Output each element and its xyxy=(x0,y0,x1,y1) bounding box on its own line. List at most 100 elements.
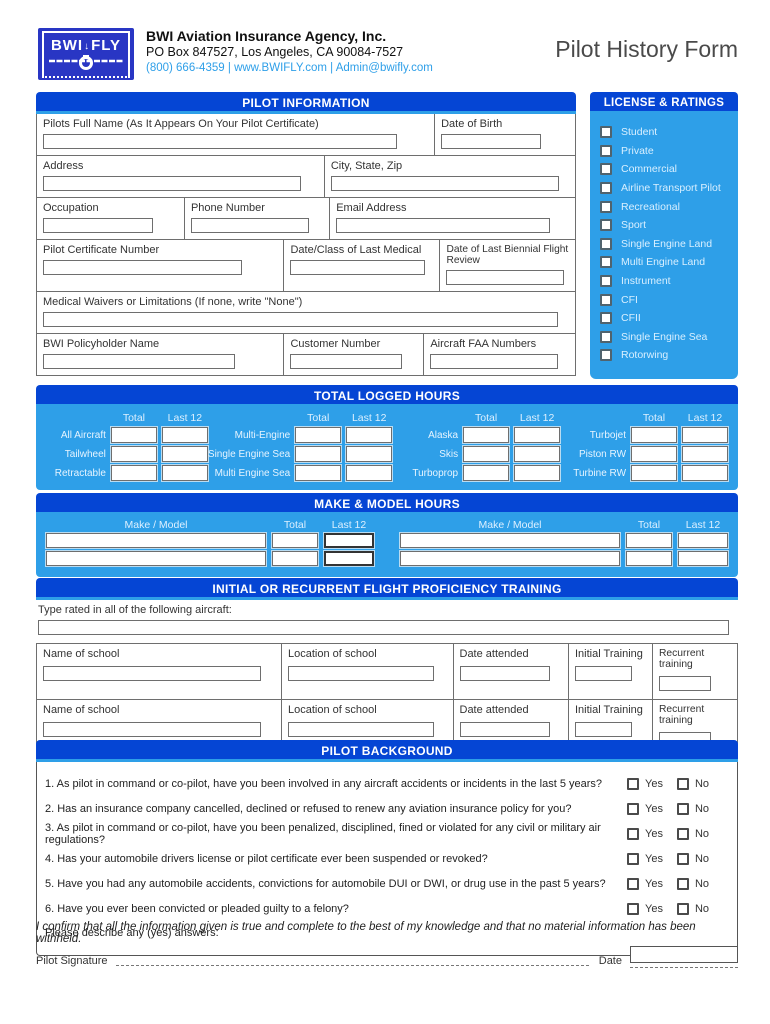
make-model-input[interactable] xyxy=(400,533,620,548)
q2-no-checkbox[interactable] xyxy=(676,802,689,815)
cfii-checkbox[interactable] xyxy=(600,312,612,325)
question-text: 5. Have you had any automobile accidents… xyxy=(45,877,606,890)
make-model-total-input[interactable] xyxy=(626,551,672,566)
q1-yes-checkbox[interactable] xyxy=(627,777,639,790)
rotorwing-checkbox[interactable] xyxy=(600,349,612,362)
website-link[interactable]: www.BWIFLY.com xyxy=(234,62,327,74)
single-engine-sea-last12-input[interactable] xyxy=(346,446,393,462)
q4-no-checkbox[interactable] xyxy=(676,852,689,865)
turboprop-total-input[interactable] xyxy=(463,465,510,481)
alaska-last12-input[interactable] xyxy=(514,427,561,443)
q5-yes-checkbox[interactable] xyxy=(627,877,639,890)
commercial-checkbox[interactable] xyxy=(600,163,612,176)
school-name-input[interactable] xyxy=(43,666,262,681)
school-name-input[interactable] xyxy=(43,722,262,737)
make-model-total-input[interactable] xyxy=(272,551,318,566)
turboprop-last12-input[interactable] xyxy=(514,465,561,481)
recurrent-training-label: Recurrent training xyxy=(659,704,705,726)
all-aircraft-total-input[interactable] xyxy=(110,427,157,443)
cfi-checkbox[interactable] xyxy=(600,293,612,306)
biennial-input[interactable] xyxy=(446,270,565,285)
occupation-input[interactable] xyxy=(43,218,153,233)
medical-input[interactable] xyxy=(290,260,425,275)
make-model-total-input[interactable] xyxy=(626,533,672,548)
turbojet-last12-input[interactable] xyxy=(682,427,729,443)
email-link[interactable]: Admin@bwifly.com xyxy=(335,62,433,74)
waivers-input[interactable] xyxy=(43,312,559,327)
multi-engine-sea-total-input[interactable] xyxy=(295,465,342,481)
initial-training-input[interactable] xyxy=(575,722,632,737)
policyholder-input[interactable] xyxy=(43,354,236,369)
school-location-input[interactable] xyxy=(288,722,434,737)
initial-training-input[interactable] xyxy=(575,666,632,681)
private-checkbox[interactable] xyxy=(600,144,612,157)
field-dob: Date of Birth xyxy=(435,114,575,155)
turbojet-total-input[interactable] xyxy=(631,427,678,443)
multi-engine-total-input[interactable] xyxy=(295,427,342,443)
occupation-label: Occupation xyxy=(43,202,99,214)
phone-input[interactable] xyxy=(190,218,309,233)
piston-rw-total-input[interactable] xyxy=(631,446,678,462)
full-name-input[interactable] xyxy=(43,134,398,149)
date-attended-input[interactable] xyxy=(459,722,550,737)
pilot-signature-line[interactable] xyxy=(115,952,589,966)
dob-input[interactable] xyxy=(441,134,542,149)
single-engine-sea-total-input[interactable] xyxy=(295,446,342,462)
email-input[interactable] xyxy=(336,218,551,233)
type-rated-input[interactable] xyxy=(38,620,730,635)
address-input[interactable] xyxy=(43,176,302,191)
tailwheel-total-input[interactable] xyxy=(110,446,157,462)
turbine-rw-total-input[interactable] xyxy=(631,465,678,481)
q2-yes-checkbox[interactable] xyxy=(627,802,639,815)
alaska-total-input[interactable] xyxy=(463,427,510,443)
type-rated-field: Type rated in all of the following aircr… xyxy=(36,600,738,643)
city-input[interactable] xyxy=(330,176,560,191)
make-model-input[interactable] xyxy=(46,533,266,548)
make-model-last12-input[interactable] xyxy=(678,533,728,548)
multi-engine-sea-last12-input[interactable] xyxy=(346,465,393,481)
training-header: INITIAL OR RECURRENT FLIGHT PROFICIENCY … xyxy=(36,578,738,600)
make-model-input[interactable] xyxy=(46,551,266,566)
skis-last12-input[interactable] xyxy=(514,446,561,462)
certificate-input[interactable] xyxy=(43,260,243,275)
school-location-input[interactable] xyxy=(288,666,434,681)
q6-yes-checkbox[interactable] xyxy=(627,902,639,915)
tailwheel-last12-input[interactable] xyxy=(161,446,208,462)
piston-rw-last12-input[interactable] xyxy=(682,446,729,462)
q3-yes-checkbox[interactable] xyxy=(627,827,639,840)
instrument-checkbox[interactable] xyxy=(600,275,612,288)
student-checkbox[interactable] xyxy=(600,126,612,139)
make-model-total-input[interactable] xyxy=(272,533,318,548)
retractable-last12-input[interactable] xyxy=(161,465,208,481)
atp-checkbox[interactable] xyxy=(600,182,612,195)
skis-total-input[interactable] xyxy=(463,446,510,462)
recreational-checkbox[interactable] xyxy=(600,200,612,213)
multi-engine-land-checkbox[interactable] xyxy=(600,256,612,269)
q3-no-checkbox[interactable] xyxy=(676,827,689,840)
field-date-attended: Date attended xyxy=(454,644,569,699)
single-engine-sea-checkbox[interactable] xyxy=(600,330,612,343)
recurrent-training-input[interactable] xyxy=(659,676,711,691)
q5-no-checkbox[interactable] xyxy=(676,877,689,890)
make-model-input[interactable] xyxy=(400,551,620,566)
date-attended-input[interactable] xyxy=(459,666,550,681)
customer-input[interactable] xyxy=(290,354,403,369)
rating-item-multi-engine-land: Multi Engine Land xyxy=(600,253,730,272)
make-model-last12-input[interactable] xyxy=(324,551,374,566)
confirmation-statement: I confirm that all the information given… xyxy=(36,921,696,945)
sport-checkbox[interactable] xyxy=(600,219,612,232)
q4-yes-checkbox[interactable] xyxy=(627,852,639,865)
all-aircraft-last12-input[interactable] xyxy=(161,427,208,443)
retractable-total-input[interactable] xyxy=(110,465,157,481)
faa-input[interactable] xyxy=(430,354,558,369)
phone-link[interactable]: (800) 666-4359 xyxy=(146,62,225,74)
make-model-last12-input[interactable] xyxy=(324,533,374,548)
q1-no-checkbox[interactable] xyxy=(676,777,689,790)
medical-label: Date/Class of Last Medical xyxy=(290,244,422,256)
single-engine-land-checkbox[interactable] xyxy=(600,237,612,250)
q6-no-checkbox[interactable] xyxy=(676,902,689,915)
make-model-last12-input[interactable] xyxy=(678,551,728,566)
date-input[interactable] xyxy=(630,946,738,963)
turbine-rw-last12-input[interactable] xyxy=(682,465,729,481)
multi-engine-last12-input[interactable] xyxy=(346,427,393,443)
